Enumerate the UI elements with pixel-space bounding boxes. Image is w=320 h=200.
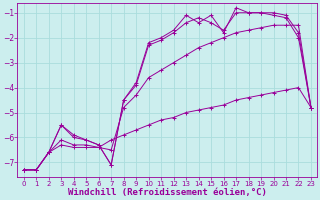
X-axis label: Windchill (Refroidissement éolien,°C): Windchill (Refroidissement éolien,°C) — [68, 188, 267, 197]
